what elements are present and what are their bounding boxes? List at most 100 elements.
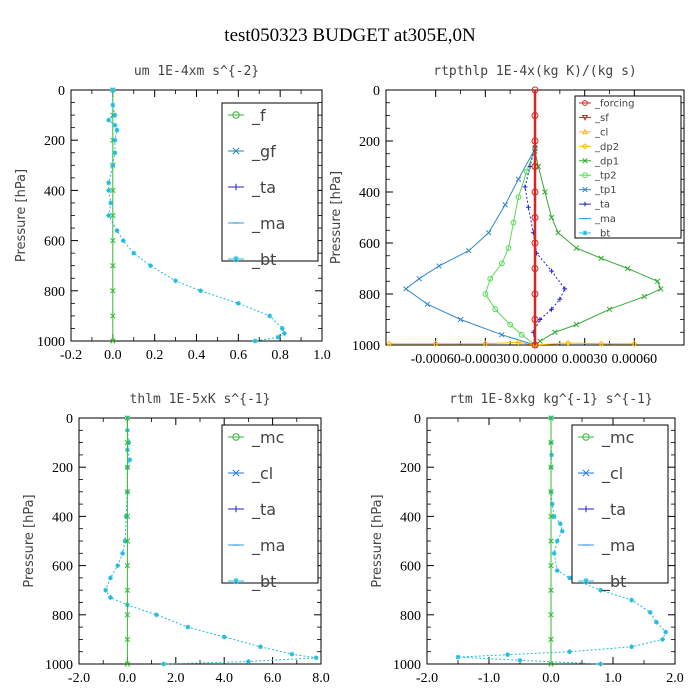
data-point	[173, 278, 178, 284]
data-point	[106, 180, 112, 186]
legend-label: _ta	[251, 500, 276, 520]
data-point	[573, 245, 580, 251]
legend-label: _cl	[251, 464, 273, 484]
y-axis-label: Pressure [hPa]	[22, 494, 37, 587]
data-point	[624, 265, 631, 272]
data-point	[555, 230, 561, 236]
x-tick-label: 8.0	[312, 671, 330, 686]
data-point	[598, 587, 603, 593]
data-point	[531, 188, 539, 196]
legend-marker	[232, 147, 240, 155]
data-point	[531, 341, 539, 349]
data-point	[110, 162, 116, 168]
data-point	[198, 288, 204, 294]
series-line	[524, 145, 566, 346]
legend-label: _cl	[601, 464, 623, 484]
y-tick-label: 800	[359, 288, 380, 303]
legend-box	[574, 95, 682, 239]
data-point	[485, 230, 492, 236]
data-point	[658, 286, 664, 292]
data-point	[124, 538, 131, 544]
x-tick-label: -2.0	[68, 671, 90, 686]
chart-panel-3: thlm 1E-5xK s^{-1} Pressure [hPa] 0 200 400 6…	[22, 392, 330, 686]
data-point	[548, 513, 554, 520]
legend-marker	[581, 128, 589, 135]
legend-label: _forcing	[594, 99, 635, 110]
data-point	[126, 440, 132, 445]
data-point	[455, 654, 461, 660]
data-point	[246, 659, 251, 664]
series-forcing	[531, 86, 539, 349]
data-point	[660, 637, 665, 642]
data-point	[120, 238, 126, 243]
data-point	[549, 501, 555, 507]
data-point	[108, 595, 113, 600]
data-point	[629, 597, 634, 603]
series-tp2	[482, 145, 538, 348]
y-tick-label: 1000	[37, 335, 65, 350]
legend-marker	[232, 505, 240, 513]
legend-label: _ma	[594, 214, 616, 225]
data-point	[629, 644, 634, 650]
data-point	[559, 528, 565, 534]
legend-marker	[582, 158, 588, 164]
data-point	[542, 189, 548, 195]
data-point	[281, 331, 287, 336]
data-point	[531, 290, 539, 298]
data-point	[106, 117, 112, 123]
x-tick-label: -0.00060	[411, 352, 461, 367]
data-point	[557, 521, 563, 527]
data-point	[235, 300, 241, 306]
chart-panel-4: rtm 1E-8xkg kg^{-1} s^{-1} Pressure [hPa]…	[370, 392, 684, 686]
figure-title: test050323 BUDGET at305E,0N	[224, 25, 476, 46]
data-point	[565, 339, 572, 347]
data-point	[554, 538, 560, 544]
data-point	[127, 457, 133, 463]
data-point	[131, 250, 137, 256]
x-tick-label: 1.0	[604, 671, 622, 686]
data-point	[114, 127, 120, 133]
y-tick-label: 800	[52, 609, 73, 624]
x-tick-label: 0.00030	[562, 352, 608, 367]
data-point	[110, 237, 116, 244]
series-line	[389, 341, 635, 346]
legend: _forcing _sf _cl _dp2 _dp1 _tp2 _tp1 _ta _ma _bt	[574, 95, 682, 240]
x-tick-label: 0.6	[230, 348, 248, 363]
y-tick-label: 200	[400, 461, 421, 476]
data-point	[531, 137, 539, 145]
legend-label: _ma	[251, 536, 285, 556]
data-point	[548, 214, 555, 221]
data-point	[548, 415, 554, 421]
data-point	[518, 331, 525, 338]
data-point	[498, 260, 505, 267]
data-point	[548, 587, 554, 593]
data-point	[549, 306, 554, 312]
y-tick-label: 600	[52, 560, 73, 575]
legend: _mc _cl _ta _ma _bt	[221, 424, 319, 592]
legend-box	[221, 424, 319, 584]
data-point	[258, 644, 263, 650]
data-point	[424, 301, 431, 307]
x-tick-label: 2.0	[167, 671, 185, 686]
data-point	[416, 275, 422, 282]
legend-label: _dp2	[594, 142, 619, 153]
data-point	[598, 340, 605, 347]
x-tick-label: 0.0	[542, 671, 560, 686]
x-tick-label: -2.0	[416, 671, 438, 686]
y-tick-label: 0	[66, 412, 73, 427]
data-point	[482, 340, 489, 347]
data-point	[289, 651, 295, 657]
data-point	[537, 338, 543, 344]
legend-label: _ma	[601, 536, 635, 556]
data-point	[185, 624, 191, 630]
data-point	[124, 439, 131, 446]
legend-marker	[582, 201, 588, 207]
data-point	[647, 609, 653, 615]
data-point	[515, 176, 522, 183]
data-point	[110, 338, 116, 344]
data-point	[549, 452, 555, 458]
y-tick-label: 0	[58, 84, 65, 99]
legend-label: _bt	[601, 572, 626, 592]
data-point	[551, 550, 557, 556]
